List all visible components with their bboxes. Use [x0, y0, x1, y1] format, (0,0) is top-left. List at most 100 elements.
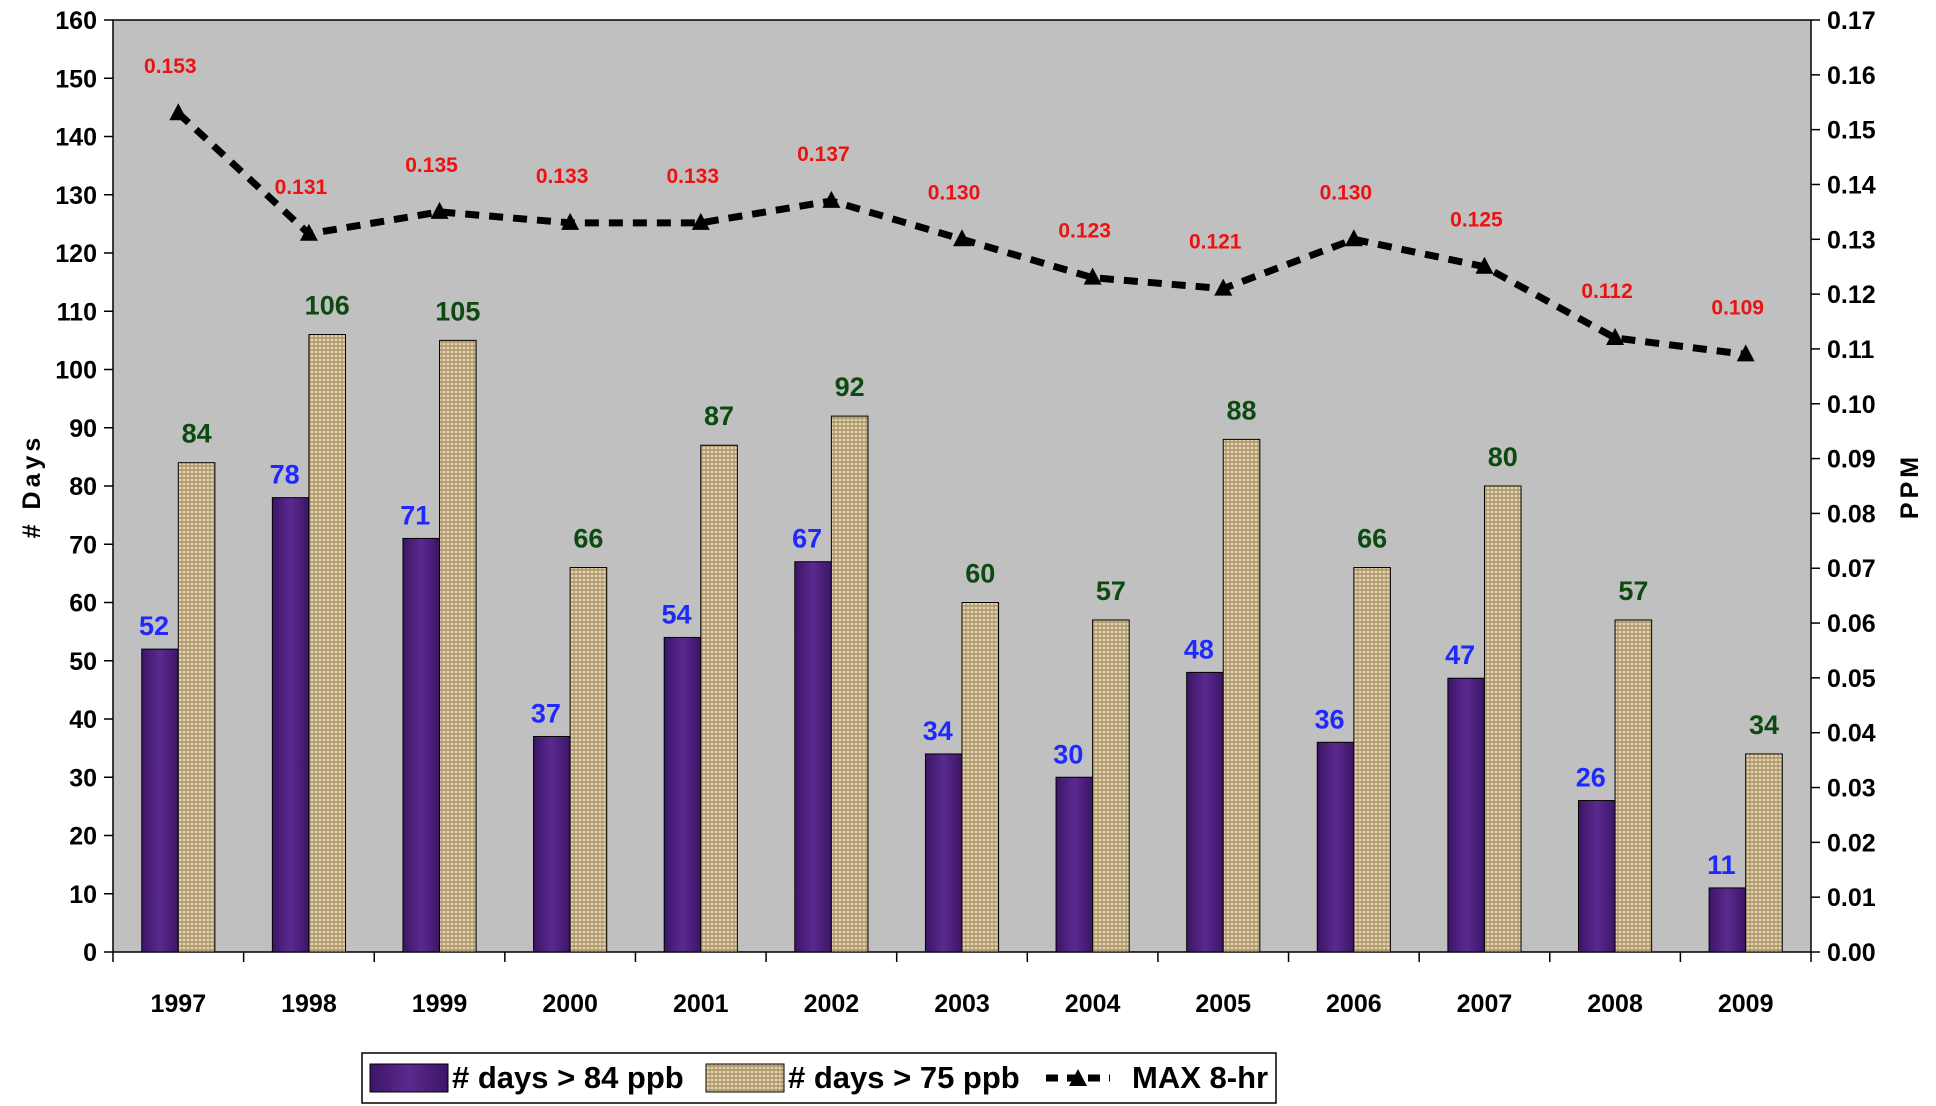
- bars-layer: [141, 334, 1783, 953]
- x-tick-label: 2007: [1457, 990, 1513, 1018]
- x-tick-label: 1997: [150, 990, 206, 1018]
- y-tick-label: 90: [69, 415, 97, 443]
- y-right-axis-title: PPM: [1896, 453, 1924, 519]
- data-label-max-8hr: 0.137: [797, 143, 850, 166]
- y-right-tick-label: 0.08: [1827, 500, 1876, 528]
- bar-84ppb: [1055, 776, 1094, 953]
- data-label-84ppb: 52: [139, 611, 169, 641]
- y-tick-label: 120: [55, 240, 97, 268]
- bar-84ppb: [141, 648, 179, 953]
- bar-75ppb: [569, 567, 608, 953]
- data-label-max-8hr: 0.109: [1711, 296, 1764, 319]
- marker-max-8hr: [1083, 267, 1102, 285]
- y-tick-label: 10: [69, 881, 97, 909]
- y-tick-label: 20: [69, 823, 97, 851]
- marker-max-8hr: [1606, 327, 1625, 345]
- data-label-84ppb: 30: [1053, 739, 1083, 769]
- bar-75ppb: [1614, 619, 1653, 953]
- bar-75ppb: [177, 462, 216, 953]
- y-tick-label: 60: [69, 590, 97, 618]
- data-label-75ppb: 84: [182, 419, 212, 449]
- x-tick-label: 2003: [934, 990, 990, 1018]
- marker-max-8hr: [1475, 256, 1494, 274]
- y-right-tick-label: 0.16: [1827, 62, 1876, 90]
- data-label-84ppb: 48: [1184, 634, 1214, 664]
- marker-max-8hr: [430, 201, 449, 219]
- y-tick-label: 70: [69, 531, 97, 559]
- legend-label-line: MAX 8-hr: [1132, 1060, 1268, 1095]
- bar-75ppb: [1483, 485, 1522, 953]
- y-tick-label: 0: [83, 939, 97, 967]
- y-axis-title: # Days: [18, 434, 46, 539]
- data-label-84ppb: 54: [661, 599, 691, 629]
- marker-max-8hr: [561, 212, 580, 230]
- y-right-tick-label: 0.02: [1827, 829, 1876, 857]
- y-tick-label: 40: [69, 706, 97, 734]
- data-label-75ppb: 66: [1357, 524, 1387, 554]
- x-tick-label: 2004: [1065, 990, 1121, 1018]
- labels-layer: 52 84 78 106 71 105 37 66 54 87 67 92 34 60 30 57 48 88 36…: [139, 55, 1779, 880]
- bar-75ppb: [1222, 438, 1261, 953]
- data-label-75ppb: 106: [305, 291, 350, 321]
- y-tick-label: 100: [55, 357, 97, 385]
- data-label-84ppb: 37: [531, 698, 561, 728]
- bar-84ppb: [1578, 800, 1616, 953]
- y-right-tick-label: 0.09: [1827, 446, 1876, 474]
- legend-label-bar-75: # days > 75 ppb: [788, 1060, 1020, 1095]
- y-right-tick-label: 0.11: [1827, 336, 1874, 364]
- line-layer: [169, 103, 1755, 362]
- data-label-75ppb: 87: [704, 401, 734, 431]
- bar-75ppb: [439, 339, 477, 953]
- marker-max-8hr: [1736, 344, 1755, 362]
- data-label-max-8hr: 0.121: [1189, 231, 1242, 254]
- data-label-75ppb: 92: [835, 372, 865, 402]
- x-tick-label: 2002: [804, 990, 860, 1018]
- marker-max-8hr: [822, 190, 841, 208]
- data-label-max-8hr: 0.133: [536, 165, 589, 188]
- bar-84ppb: [271, 497, 310, 953]
- data-label-max-8hr: 0.130: [928, 181, 981, 204]
- data-label-84ppb: 34: [923, 716, 953, 746]
- bar-84ppb: [402, 537, 441, 953]
- x-tick-label: 1999: [412, 990, 468, 1018]
- legend-frame: [361, 1052, 1277, 1104]
- data-label-75ppb: 88: [1226, 395, 1256, 425]
- x-tick-label: 2001: [673, 990, 729, 1018]
- marker-max-8hr: [691, 212, 710, 230]
- y-right-tick-label: 0.05: [1827, 665, 1876, 693]
- data-label-max-8hr: 0.112: [1581, 280, 1632, 303]
- bar-75ppb: [700, 444, 738, 953]
- axes-layer: 0 10 20 30 40 50 60 70 80 90 100 110 120 130 140 150 160…: [55, 7, 1875, 1018]
- data-label-75ppb: 66: [573, 524, 603, 554]
- y-right-tick-label: 0.12: [1827, 281, 1876, 309]
- legend-label-bar-84: # days > 84 ppb: [452, 1060, 684, 1095]
- data-label-max-8hr: 0.130: [1320, 181, 1373, 204]
- y-right-tick-label: 0.07: [1827, 555, 1876, 583]
- data-label-84ppb: 36: [1315, 704, 1345, 734]
- marker-max-8hr: [953, 229, 971, 247]
- bar-84ppb: [924, 753, 963, 953]
- y-right-tick-label: 0.14: [1827, 171, 1876, 199]
- data-label-max-8hr: 0.135: [405, 154, 458, 177]
- y-right-tick-label: 0.04: [1827, 720, 1876, 748]
- bar-84ppb: [1708, 887, 1747, 953]
- data-label-84ppb: 71: [400, 500, 430, 530]
- data-label-max-8hr: 0.123: [1058, 220, 1111, 243]
- marker-max-8hr: [169, 103, 188, 121]
- y-tick-label: 30: [69, 764, 97, 792]
- x-tick-label: 2006: [1326, 990, 1382, 1018]
- x-tick-label: 2005: [1195, 990, 1251, 1018]
- y-right-tick-label: 0.10: [1827, 391, 1876, 419]
- bar-84ppb: [1186, 671, 1224, 953]
- bar-75ppb: [830, 415, 869, 953]
- y-tick-label: 110: [57, 298, 97, 326]
- legend-swatch-bar-84: [369, 1063, 449, 1093]
- y-tick-label: 160: [55, 7, 97, 35]
- legend-marker-triangle: [1069, 1069, 1087, 1086]
- y-right-tick-label: 0.03: [1827, 775, 1876, 803]
- data-label-75ppb: 80: [1488, 442, 1518, 472]
- data-label-75ppb: 34: [1749, 710, 1779, 740]
- y-tick-label: 150: [55, 65, 97, 93]
- y-tick-label: 130: [55, 182, 97, 210]
